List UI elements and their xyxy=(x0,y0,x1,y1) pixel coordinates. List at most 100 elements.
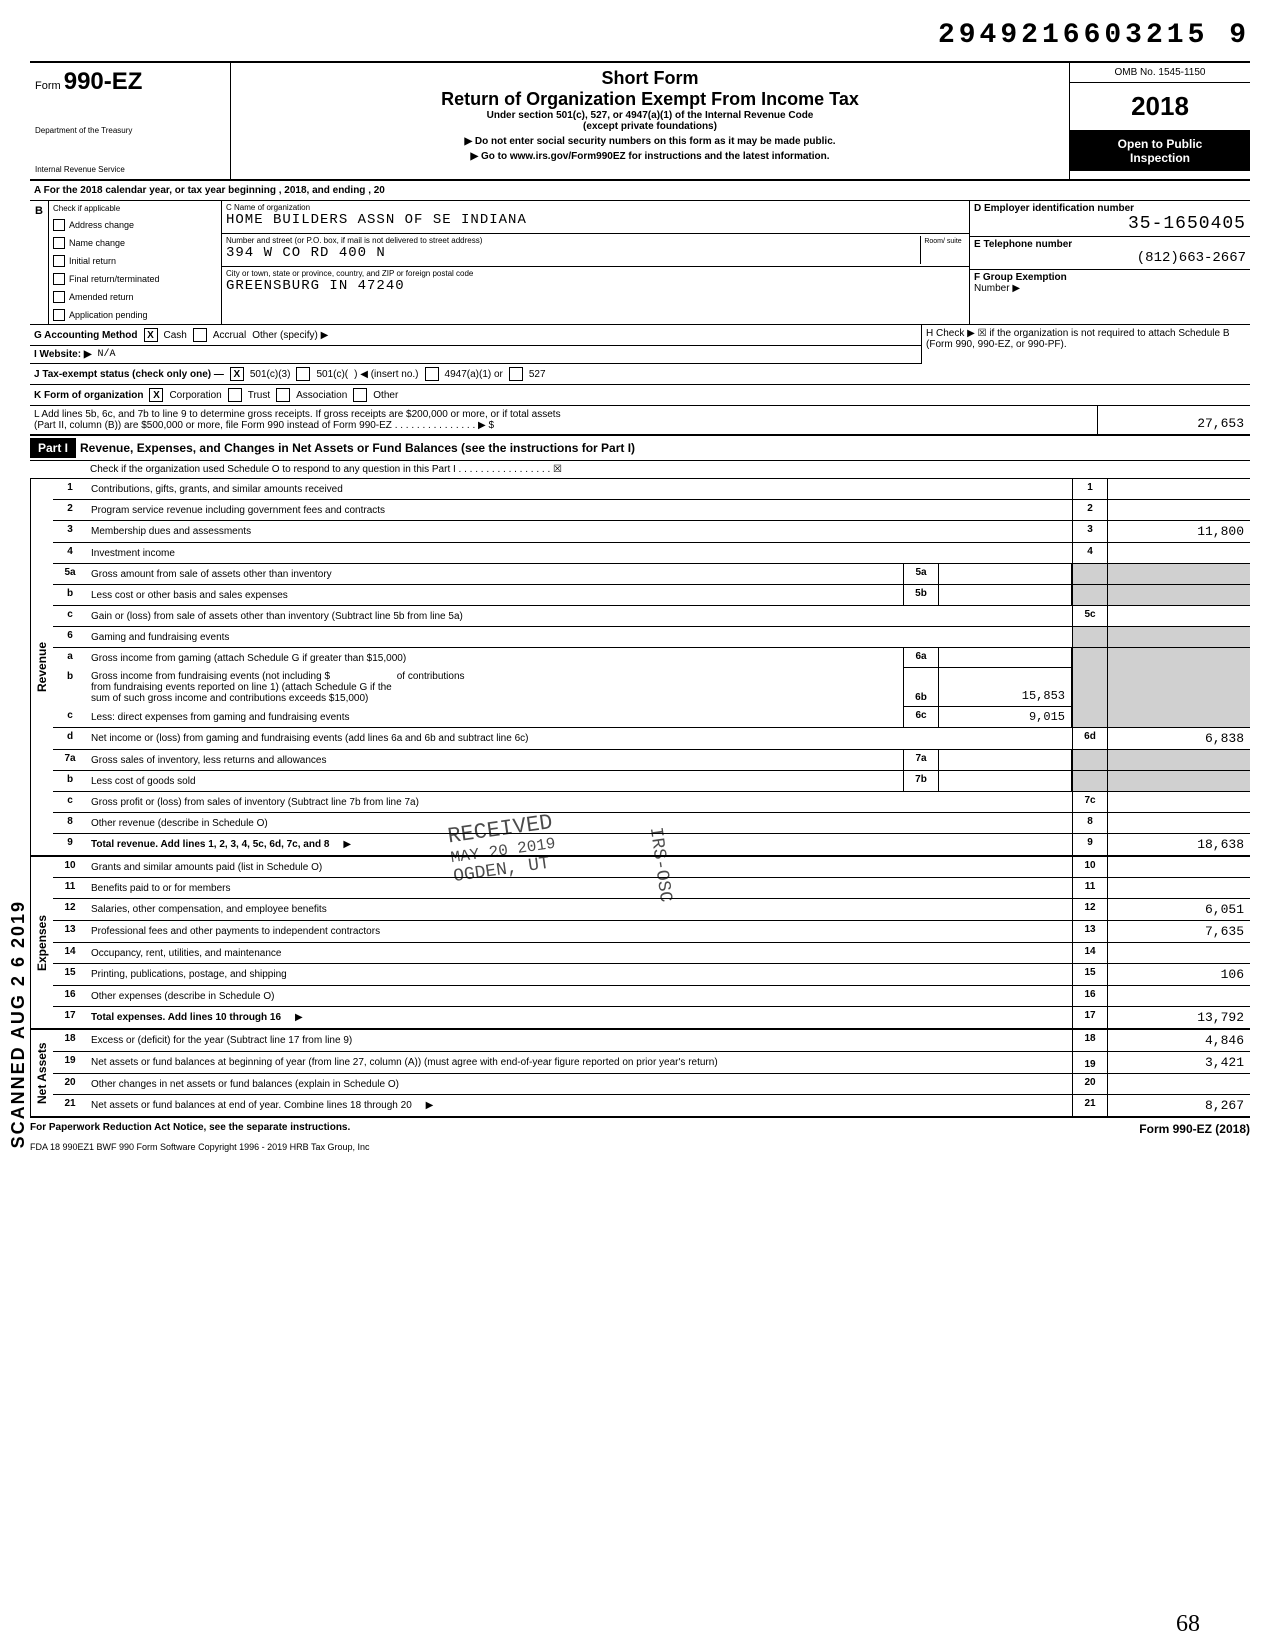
box-no: 12 xyxy=(1072,899,1107,920)
corp-checkbox[interactable]: X xyxy=(149,388,163,402)
line-14: 14 Occupancy, rent, utilities, and maint… xyxy=(53,943,1250,964)
checkbox-icon xyxy=(53,273,65,285)
4947-checkbox[interactable] xyxy=(425,367,439,381)
line-desc: Grants and similar amounts paid (list in… xyxy=(87,857,1072,877)
subtitle-1: Under section 501(c), 527, or 4947(a)(1)… xyxy=(241,110,1059,121)
row-g: G Accounting Method XCash Accrual Other … xyxy=(30,325,921,346)
check-final[interactable]: Final return/terminated xyxy=(49,270,221,288)
line-no: 10 xyxy=(53,857,87,877)
header-right: OMB No. 1545-1150 2018 Open to Public In… xyxy=(1069,63,1250,179)
l-text2: (Part II, column (B)) are $500,000 or mo… xyxy=(34,420,1093,431)
line-no: b xyxy=(53,668,87,707)
check-text: Address change xyxy=(69,220,134,230)
line-no: 14 xyxy=(53,943,87,963)
527-checkbox[interactable] xyxy=(509,367,523,381)
mid-box-no: 5b xyxy=(903,585,939,605)
corp-label: Corporation xyxy=(169,390,221,401)
line-no: 11 xyxy=(53,878,87,898)
check-text: Amended return xyxy=(69,292,134,302)
box-val-shaded xyxy=(1107,771,1250,791)
footer-left: For Paperwork Reduction Act Notice, see … xyxy=(30,1122,350,1136)
501c-checkbox[interactable] xyxy=(296,367,310,381)
short-form-label: Short Form xyxy=(241,68,1059,89)
cash-checkbox[interactable]: X xyxy=(144,328,158,342)
box-val xyxy=(1107,1074,1250,1094)
trust-checkbox[interactable] xyxy=(228,388,242,402)
box-val: 8,267 xyxy=(1107,1095,1250,1116)
row-l-text: L Add lines 5b, 6c, and 7b to line 9 to … xyxy=(30,406,1097,434)
address-label: Number and street (or P.O. box, if mail … xyxy=(226,236,920,245)
line-6d: d Net income or (loss) from gaming and f… xyxy=(53,728,1250,750)
line-21: 21 Net assets or fund balances at end of… xyxy=(53,1095,1250,1116)
line-desc: Less: direct expenses from gaming and fu… xyxy=(87,707,903,727)
desc-part: of contributions xyxy=(397,671,465,682)
line-6a: a Gross income from gaming (attach Sched… xyxy=(53,648,1250,668)
line-no: 13 xyxy=(53,921,87,942)
check-text: Initial return xyxy=(69,256,116,266)
col-de: D Employer identification number 35-1650… xyxy=(970,201,1250,324)
mid-box-no: 6a xyxy=(903,648,939,668)
check-pending[interactable]: Application pending xyxy=(49,306,221,324)
box-no-shaded xyxy=(1072,771,1107,791)
box-no: 21 xyxy=(1072,1095,1107,1116)
box-no-shaded xyxy=(1072,564,1107,584)
line-5c: c Gain or (loss) from sale of assets oth… xyxy=(53,606,1250,627)
row-i: I Website: ▶ N/A xyxy=(30,346,921,364)
line-desc: Program service revenue including govern… xyxy=(87,500,1072,520)
assoc-label: Association xyxy=(296,390,347,401)
line-no: 6 xyxy=(53,627,87,647)
row-l: L Add lines 5b, 6c, and 7b to line 9 to … xyxy=(30,406,1250,436)
checkbox-icon xyxy=(53,255,65,267)
box-no: 8 xyxy=(1072,813,1107,833)
line-no: 3 xyxy=(53,521,87,542)
line-desc: Total revenue. Add lines 1, 2, 3, 4, 5c,… xyxy=(87,834,1072,855)
line-no: 5a xyxy=(53,564,87,584)
row-k: K Form of organization XCorporation Trus… xyxy=(30,385,1250,406)
assoc-checkbox[interactable] xyxy=(276,388,290,402)
expenses-label: Expenses xyxy=(30,857,53,1028)
501c3-checkbox[interactable]: X xyxy=(230,367,244,381)
check-address[interactable]: Address change xyxy=(49,216,221,234)
mid-box-val: 15,853 xyxy=(939,668,1072,707)
accrual-checkbox[interactable] xyxy=(193,328,207,342)
line-desc: Other changes in net assets or fund bala… xyxy=(87,1074,1072,1094)
city-row: City or town, state or province, country… xyxy=(222,267,969,299)
check-name[interactable]: Name change xyxy=(49,234,221,252)
line-desc: Gross income from fundraising events (no… xyxy=(87,668,903,707)
line-desc: Contributions, gifts, grants, and simila… xyxy=(87,479,1072,499)
box-no-shaded xyxy=(1072,750,1107,770)
line-desc: Investment income xyxy=(87,543,1072,563)
desc-part: from fundraising events reported on line… xyxy=(91,682,899,693)
box-no: 16 xyxy=(1072,986,1107,1006)
box-no: 17 xyxy=(1072,1007,1107,1028)
line-no: d xyxy=(53,728,87,749)
box-val-shaded xyxy=(1107,750,1250,770)
mid-box-no: 7b xyxy=(903,771,939,791)
row-j: J Tax-exempt status (check only one) — X… xyxy=(30,364,1250,385)
phone-value: (812)663-2667 xyxy=(974,250,1246,266)
footer-mid: FDA 18 990EZ1 BWF 990 Form Software Copy… xyxy=(30,1140,1250,1154)
desc-part: sum of such gross income and contributio… xyxy=(91,693,899,704)
box-no: 6d xyxy=(1072,728,1107,749)
line-20: 20 Other changes in net assets or fund b… xyxy=(53,1074,1250,1095)
check-initial[interactable]: Initial return xyxy=(49,252,221,270)
mid-box-no: 7a xyxy=(903,750,939,770)
website-label: I Website: ▶ xyxy=(34,349,92,360)
other-checkbox[interactable] xyxy=(353,388,367,402)
box-val: 6,838 xyxy=(1107,728,1250,749)
box-val xyxy=(1107,792,1250,812)
line-11: 11 Benefits paid to or for members 11 xyxy=(53,878,1250,899)
open-line2: Inspection xyxy=(1072,151,1248,165)
line-no: c xyxy=(53,606,87,626)
box-no-shaded xyxy=(1072,668,1107,707)
line-5a: 5a Gross amount from sale of assets othe… xyxy=(53,564,1250,585)
box-val-shaded xyxy=(1107,627,1250,647)
mid-box-val: 9,015 xyxy=(939,707,1072,727)
line-desc: Gross profit or (loss) from sales of inv… xyxy=(87,792,1072,812)
col-b-label: B xyxy=(30,201,49,324)
other-k-label: Other xyxy=(373,390,398,401)
mid-box-val xyxy=(939,771,1072,791)
check-amended[interactable]: Amended return xyxy=(49,288,221,306)
footer-right: Form 990-EZ (2018) xyxy=(1139,1122,1250,1136)
box-val xyxy=(1107,857,1250,877)
